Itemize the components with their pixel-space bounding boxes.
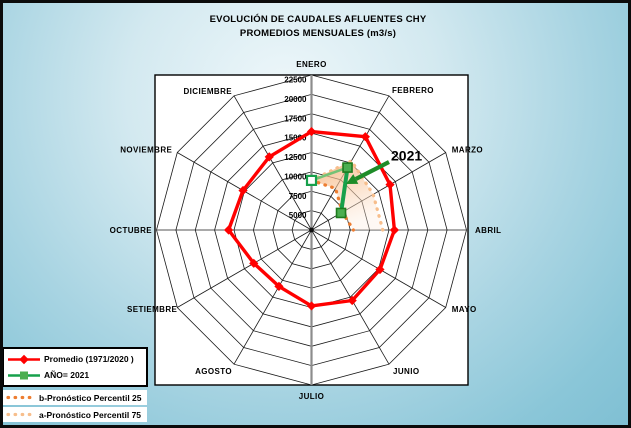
month-label-noviembre: NOVIEMBRE	[120, 146, 172, 155]
promedio-point-octubre[interactable]	[223, 225, 234, 235]
tick-label-12500: 12500	[284, 153, 307, 162]
light-orange-dotted-marker-icon	[6, 412, 37, 417]
promedio-point-setiembre[interactable]	[249, 258, 259, 268]
percentile-band-fill	[311, 160, 383, 230]
annotation-arrow-line	[354, 160, 390, 181]
green-line-square-marker-icon	[8, 371, 40, 379]
promedio-point-agosto[interactable]	[274, 281, 284, 291]
red-line-diamond-marker-icon	[8, 354, 40, 364]
month-label-abril: ABRIL	[475, 226, 501, 235]
radar-center-dot	[309, 227, 314, 233]
month-labels: ENERO FEBRERO MARZO ABRIL MAYO JUNIO JULIO AGOS…	[110, 60, 501, 401]
tick-label-22500: 22500	[284, 76, 307, 85]
ano2021-point-enero[interactable]	[305, 174, 318, 186]
tick-label-15000: 15000	[284, 134, 307, 143]
legend-label-percentil-25: b-Pronóstico Percentil 25	[39, 392, 142, 403]
percentil-25-dotted-line	[309, 178, 356, 232]
legend-item-percentil-25[interactable]: b-Pronóstico Percentil 25	[2, 390, 147, 405]
month-label-marzo: MARZO	[452, 146, 483, 155]
month-label-enero: ENERO	[296, 60, 326, 69]
month-label-agosto: AGOSTO	[195, 367, 232, 376]
ano2021-segment-ene-feb	[311, 166, 348, 182]
legend-item-promedio[interactable]: Promedio (1971/2020 )	[7, 351, 143, 367]
annotation-arrowhead-icon	[346, 174, 359, 184]
series-layer	[223, 126, 400, 311]
month-label-setiembre: SETIEMBRE	[127, 305, 178, 314]
legend-item-percentil-75[interactable]: a-Pronóstico Percentil 75	[2, 407, 147, 422]
spoke-diciembre	[233, 95, 312, 231]
legend: Promedio (1971/2020 ) AÑO= 2021	[2, 347, 148, 387]
tick-label-20000: 20000	[284, 95, 307, 104]
value-axis-ticks: 5000 7500 10000 12500 15000 17500 20000 22500	[284, 76, 307, 221]
tick-label-17500: 17500	[284, 114, 307, 123]
promedio-point-junio[interactable]	[347, 295, 357, 306]
chart-title: EVOLUCIÓN DE CAUDALES AFLUENTES CHY PROM…	[160, 13, 476, 41]
ano2021-point-febrero[interactable]	[342, 162, 353, 173]
month-label-diciembre: DICIEMBRE	[184, 87, 233, 96]
promedio-point-noviembre[interactable]	[238, 185, 248, 196]
orange-dotted-marker-icon	[6, 395, 37, 400]
legend-label-promedio: Promedio (1971/2020 )	[44, 354, 134, 364]
legend-label-percentil-75: a-Pronóstico Percentil 75	[39, 409, 142, 420]
annotation-label: 2021	[391, 148, 422, 164]
spoke-agosto	[233, 229, 312, 365]
spoke-setiembre	[177, 229, 312, 308]
promedio-point-julio[interactable]	[306, 301, 317, 311]
promedio-point-enero[interactable]	[306, 126, 317, 137]
promedio-point-marzo[interactable]	[385, 180, 395, 190]
month-label-mayo: MAYO	[452, 305, 477, 314]
ano2021-segment-feb-mar	[339, 167, 350, 214]
ano2021-point-marzo[interactable]	[335, 207, 347, 219]
spoke-marzo	[311, 152, 446, 231]
legend-label-ano-2021: AÑO= 2021	[44, 370, 90, 380]
promedio-point-mayo[interactable]	[375, 264, 385, 275]
promedio-point-febrero[interactable]	[360, 132, 370, 142]
promedio-point-abril[interactable]	[389, 225, 400, 235]
annotation-2021: 2021	[346, 148, 422, 184]
tick-label-7500: 7500	[289, 192, 307, 201]
month-label-junio: JUNIO	[393, 367, 419, 376]
promedio-point-diciembre[interactable]	[264, 152, 274, 162]
spoke-junio	[311, 229, 390, 365]
tick-label-10000: 10000	[284, 172, 307, 181]
chart-title-line1: EVOLUCIÓN DE CAUDALES AFLUENTES CHY	[209, 14, 427, 25]
chart-title-line2: PROMEDIOS MENSUALES (m3/s)	[239, 28, 397, 39]
month-label-octubre: OCTUBRE	[110, 226, 153, 235]
month-label-febrero: FEBRERO	[392, 86, 434, 95]
tick-label-5000: 5000	[289, 211, 307, 220]
legend-item-ano-2021[interactable]: AÑO= 2021	[7, 367, 143, 383]
month-label-julio: JULIO	[299, 392, 325, 401]
